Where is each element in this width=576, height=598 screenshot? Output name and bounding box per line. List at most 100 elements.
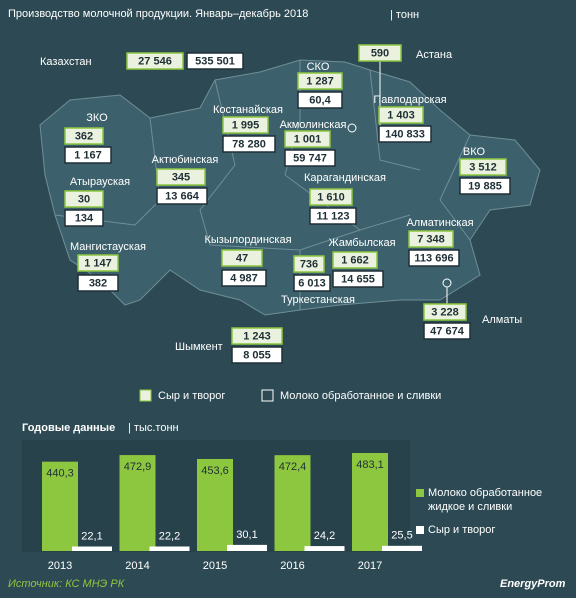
cheese-box <box>423 303 467 321</box>
cheese-value: 1 995 <box>232 119 260 131</box>
region-name: Астана <box>416 49 453 61</box>
region-name: Атырауская <box>70 176 130 188</box>
cheese-box <box>459 158 507 176</box>
milk-box <box>332 270 384 288</box>
region-name: Карагандинская <box>304 172 386 184</box>
region-name: СКО <box>307 61 330 73</box>
milk-box <box>423 322 471 340</box>
cheese-box <box>297 72 343 90</box>
value-label: 30,1 <box>236 529 257 541</box>
region-name: ВКО <box>463 146 486 158</box>
astana-pin <box>347 123 357 133</box>
x-tick-label: 2017 <box>358 560 382 572</box>
milk-box <box>222 135 276 153</box>
legend-label: Сыр и творог <box>158 390 225 402</box>
value-label: 453,6 <box>201 465 229 477</box>
cheese-value: 1 403 <box>387 109 415 121</box>
cheese-box <box>358 44 402 62</box>
milk-value: 78 280 <box>232 138 266 150</box>
value-label: 483,1 <box>356 459 384 471</box>
region-name: Кызылординская <box>204 234 291 246</box>
value-label: 25,5 <box>391 530 412 542</box>
brand: EnergyProm <box>500 578 566 590</box>
value-label: 22,2 <box>159 530 180 542</box>
region-name: Костанайская <box>213 104 283 116</box>
cheese-value: 1 610 <box>317 191 345 203</box>
cheese-value: 3 512 <box>469 161 497 173</box>
bar <box>352 453 388 551</box>
legend-label: Молоко обработанное жидкое и сливки <box>428 487 542 513</box>
bar <box>149 546 190 551</box>
milk-value: 1 167 <box>74 149 102 161</box>
unit: | тонн <box>390 9 419 21</box>
value-label: 24,2 <box>314 530 335 542</box>
legend-swatch <box>261 389 274 402</box>
cheese-box <box>126 52 184 70</box>
legend-label: Сыр и творог <box>428 524 495 536</box>
cheese-box <box>284 130 331 148</box>
cheese-box <box>221 249 263 267</box>
cheese-value: 27 546 <box>138 55 172 67</box>
region-name: Казахстан <box>40 56 92 68</box>
title: Производство молочной продукции. Январь–… <box>8 8 308 20</box>
milk-value: 19 885 <box>468 180 502 192</box>
region-name: Актюбинская <box>152 154 219 166</box>
bar <box>42 461 78 551</box>
milk-value: 11 123 <box>316 210 349 222</box>
milk-box <box>309 207 357 225</box>
milk-box <box>297 91 343 109</box>
milk-box <box>186 52 244 70</box>
milk-value: 134 <box>75 212 94 224</box>
milk-value: 47 674 <box>430 325 465 337</box>
bar <box>274 455 311 551</box>
region-name: Туркестанская <box>281 294 355 306</box>
value-label: 472,4 <box>279 461 307 473</box>
cheese-box <box>156 168 206 186</box>
cheese-box <box>64 127 104 145</box>
legend-swatch <box>139 389 152 402</box>
milk-box <box>378 125 432 143</box>
cheese-box <box>309 188 353 206</box>
milk-box <box>459 177 511 195</box>
legend-swatch <box>416 489 424 497</box>
x-tick-label: 2015 <box>203 560 227 572</box>
region-name: ЗКО <box>86 112 108 124</box>
milk-box <box>284 149 336 167</box>
source: Источник: КС МНЭ РК <box>8 578 125 590</box>
cheese-box <box>332 251 378 269</box>
value-label: 22,1 <box>81 530 102 542</box>
milk-box <box>293 274 331 292</box>
x-tick-label: 2013 <box>48 560 72 572</box>
bar <box>119 455 156 551</box>
milk-box <box>64 209 104 227</box>
cheese-value: 1 662 <box>341 254 369 266</box>
chart-title: Годовые данные <box>22 422 115 434</box>
cheese-value: 590 <box>371 47 389 59</box>
value-label: 440,3 <box>46 468 74 480</box>
milk-value: 535 501 <box>195 55 235 67</box>
x-tick-label: 2016 <box>280 560 304 572</box>
cheese-value: 1 147 <box>84 257 112 269</box>
milk-value: 382 <box>89 277 107 289</box>
cheese-value: 30 <box>78 193 90 205</box>
region-name: Павлодарская <box>373 94 446 106</box>
cheese-value: 47 <box>236 252 248 264</box>
cheese-box <box>64 190 104 208</box>
legend-swatch <box>416 526 424 534</box>
chart-unit: | тыс.тонн <box>128 422 179 434</box>
cheese-value: 7 348 <box>417 233 445 245</box>
cheese-box <box>231 327 283 345</box>
bar <box>304 546 345 551</box>
milk-box <box>231 346 283 364</box>
milk-value: 4 987 <box>230 272 258 284</box>
cheese-value: 345 <box>172 171 190 183</box>
milk-value: 6 013 <box>298 277 326 289</box>
legend-label: Молоко обработанное и сливки <box>280 390 441 402</box>
cheese-box <box>222 116 269 134</box>
milk-box <box>156 187 208 205</box>
region-name: Алматинская <box>406 217 473 229</box>
milk-box <box>64 146 112 164</box>
milk-box <box>408 249 460 267</box>
region-name: Жамбылская <box>328 237 395 249</box>
